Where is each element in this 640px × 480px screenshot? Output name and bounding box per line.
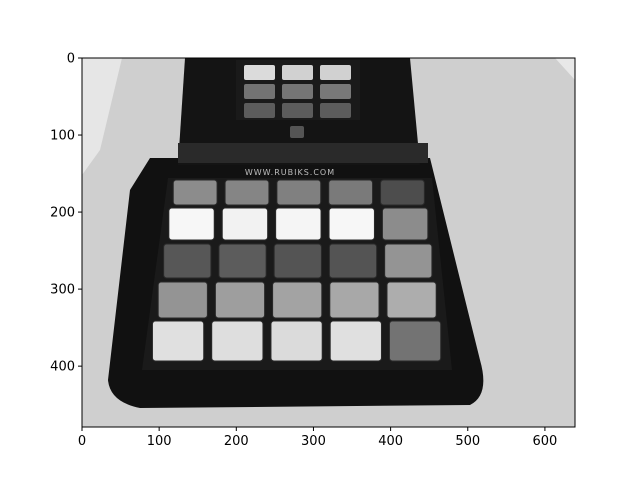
main-grid-tile <box>329 320 382 362</box>
x-tick-label: 600 <box>532 434 557 449</box>
x-tick-label: 0 <box>78 434 86 449</box>
axes-frame <box>81 57 576 428</box>
top-grid-tile <box>320 84 351 99</box>
cube-logo <box>290 126 304 138</box>
main-grid-tile <box>384 243 433 279</box>
main-grid-tile <box>328 243 378 279</box>
main-grid-tile <box>329 281 380 319</box>
main-grid-tile <box>328 207 375 241</box>
main-grid-tile <box>168 207 215 241</box>
top-grid-tile <box>282 65 313 80</box>
top-grid-tile <box>244 65 275 80</box>
main-grid-tile <box>224 179 270 206</box>
main-grid-tile <box>151 320 205 362</box>
top-grid-tile <box>282 103 313 118</box>
main-grid-tile <box>380 179 425 206</box>
main-grid-tile <box>276 179 322 206</box>
top-grid-tile <box>282 84 313 99</box>
device-hinge <box>178 143 428 163</box>
x-tick-label: 300 <box>301 434 326 449</box>
x-tick-label: 400 <box>378 434 403 449</box>
top-grid-tile <box>244 103 275 118</box>
y-tick-label: 300 <box>50 283 75 298</box>
main-grid-tile <box>163 243 212 279</box>
y-tick-label: 200 <box>50 206 75 221</box>
main-grid-tile <box>273 243 322 279</box>
device-label: WWW.RUBIKS.COM <box>245 168 335 177</box>
x-axis: 0 100 200 300 400 500 600 <box>78 427 557 449</box>
main-grid-tile <box>218 243 267 279</box>
main-grid-tile <box>270 320 323 362</box>
x-tick-label: 500 <box>455 434 480 449</box>
main-grid-tile <box>328 179 374 206</box>
x-tick-label: 200 <box>224 434 249 449</box>
y-tick-label: 400 <box>50 360 75 375</box>
main-grid-tile <box>221 207 269 241</box>
paper-left <box>82 58 122 175</box>
y-tick-label: 0 <box>67 52 75 67</box>
main-grid-tile <box>172 179 218 206</box>
main-grid-tile <box>386 281 437 319</box>
photo: WWW.RUBIKS.COM <box>82 58 575 427</box>
paper-right <box>555 58 575 80</box>
main-grid <box>151 179 442 362</box>
main-grid-tile <box>157 281 208 319</box>
main-grid-tile <box>381 207 429 241</box>
y-axis: 0 100 200 300 400 <box>50 52 82 375</box>
x-tick-label: 100 <box>147 434 172 449</box>
y-tick-label: 100 <box>50 129 75 144</box>
main-grid-tile <box>275 207 322 241</box>
top-grid <box>244 65 351 118</box>
main-grid-tile <box>211 320 264 362</box>
main-grid-tile <box>272 281 323 319</box>
top-grid-tile <box>320 65 351 80</box>
main-grid-tile <box>214 281 266 319</box>
top-grid-tile <box>320 103 351 118</box>
main-grid-tile <box>388 320 442 362</box>
top-grid-tile <box>244 84 275 99</box>
